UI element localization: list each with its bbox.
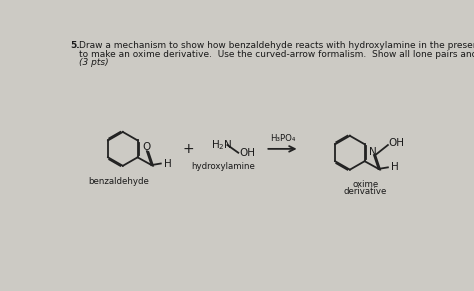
Text: N: N	[369, 147, 377, 157]
Text: hydroxylamine: hydroxylamine	[191, 162, 255, 171]
Text: (3 pts): (3 pts)	[80, 58, 109, 67]
Text: O: O	[142, 142, 150, 152]
Text: H: H	[164, 159, 172, 168]
Text: OH: OH	[240, 148, 256, 159]
Text: OH: OH	[389, 138, 405, 148]
Text: Draw a mechanism to show how benzaldehyde reacts with hydroxylamine in the prese: Draw a mechanism to show how benzaldehyd…	[80, 41, 474, 50]
Text: H: H	[391, 162, 399, 172]
Text: 5.: 5.	[70, 41, 80, 50]
Text: derivative: derivative	[344, 187, 387, 196]
Text: benzaldehyde: benzaldehyde	[89, 177, 149, 186]
Text: H₃PO₄: H₃PO₄	[270, 134, 295, 143]
Text: oxime: oxime	[352, 180, 379, 189]
Text: H$_2$N: H$_2$N	[211, 138, 233, 152]
Text: +: +	[183, 142, 194, 156]
Text: to make an oxime derivative.  Use the curved-arrow formalism.  Show all lone pai: to make an oxime derivative. Use the cur…	[80, 49, 474, 58]
